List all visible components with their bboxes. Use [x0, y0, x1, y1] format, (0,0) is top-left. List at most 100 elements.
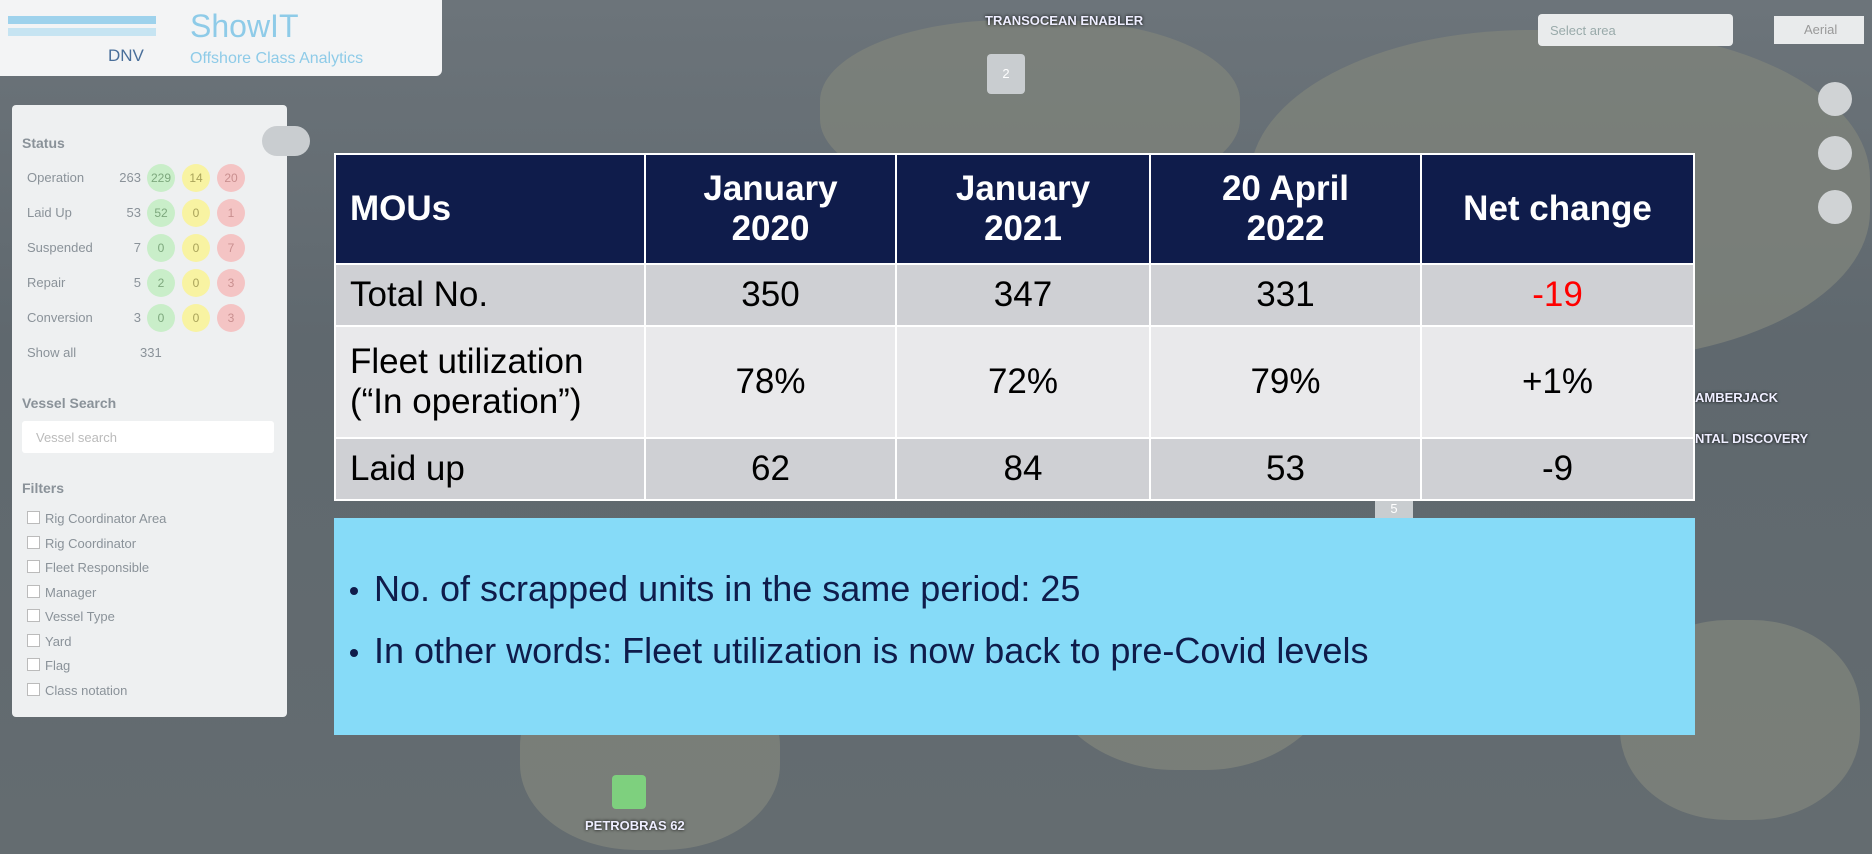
- status-total: 53: [111, 205, 141, 220]
- map-label: TRANSOCEAN ENABLER: [985, 13, 1143, 28]
- zoom-in-button[interactable]: [1818, 136, 1852, 170]
- header-row: MOUs January 2020 January 2021 20 April 202…: [335, 154, 1694, 264]
- status-red-count: 1: [217, 199, 245, 227]
- status-title: Status: [22, 135, 65, 151]
- header-text: January 2020: [681, 169, 861, 249]
- table-cell: 79%: [1150, 326, 1421, 438]
- status-yellow-count: 0: [182, 234, 210, 262]
- bullet-dot: [350, 649, 358, 657]
- bullet-dot: [350, 587, 358, 595]
- map-cluster[interactable]: 2: [987, 54, 1025, 94]
- table-cell: -19: [1421, 264, 1694, 326]
- header-cell: January 2021: [896, 154, 1150, 264]
- status-red-count: 3: [217, 269, 245, 297]
- status-name: Repair: [27, 275, 65, 290]
- status-total: 263: [111, 170, 141, 185]
- status-yellow-count: 0: [182, 304, 210, 332]
- table-cell: +1%: [1421, 326, 1694, 438]
- bullet-text: In other words: Fleet utilization is now…: [374, 630, 1368, 671]
- status-red-count: 20: [217, 164, 245, 192]
- logo-stripe: [8, 28, 156, 36]
- header-text: MOUs: [350, 189, 451, 229]
- status-yellow-count: 0: [182, 199, 210, 227]
- filter-checkbox[interactable]: Class notation: [27, 683, 127, 698]
- header-text: January 2021: [933, 169, 1113, 249]
- status-green-count: 229: [147, 164, 175, 192]
- status-name: Suspended: [27, 240, 93, 255]
- table-cell: 331: [1150, 264, 1421, 326]
- table-cell: 78%: [645, 326, 896, 438]
- table-cell: 62: [645, 438, 896, 500]
- table-cell: -9: [1421, 438, 1694, 500]
- status-total: 3: [111, 310, 141, 325]
- header-cell: Net change: [1421, 154, 1694, 264]
- status-green-count: 0: [147, 304, 175, 332]
- show-all[interactable]: Show all: [27, 345, 76, 360]
- status-green-count: 52: [147, 199, 175, 227]
- filter-checkbox[interactable]: Rig Coordinator: [27, 536, 136, 551]
- header-cell: 20 April 2022: [1150, 154, 1421, 264]
- status-yellow-count: 0: [182, 269, 210, 297]
- table-cell: Laid up: [335, 438, 645, 500]
- status-total: 5: [111, 275, 141, 290]
- zoom-out-button[interactable]: [1818, 190, 1852, 224]
- table-cell: 350: [645, 264, 896, 326]
- app-subtitle: Offshore Class Analytics: [190, 50, 363, 68]
- status-yellow-count: 14: [182, 164, 210, 192]
- status-green-count: 0: [147, 234, 175, 262]
- search-title: Vessel Search: [22, 395, 116, 411]
- bullet-item: No. of scrapped units in the same period…: [350, 568, 1080, 610]
- table-cell: 72%: [896, 326, 1150, 438]
- map-marker[interactable]: [612, 775, 646, 809]
- aerial-toggle[interactable]: Aerial: [1774, 16, 1864, 44]
- bullet-item: In other words: Fleet utilization is now…: [350, 630, 1368, 672]
- status-total: 7: [111, 240, 141, 255]
- status-name: Conversion: [27, 310, 93, 325]
- status-red-count: 3: [217, 304, 245, 332]
- table-cell: Fleet utilization (“In operation”): [335, 326, 645, 438]
- screen: TRANSOCEAN ENABLER AMBERJACK NTAL DISCOV…: [0, 0, 1872, 854]
- brand: DNV: [108, 46, 144, 66]
- filters-title: Filters: [22, 480, 64, 496]
- logo-panel: DNV ShowIT Offshore Class Analytics: [0, 0, 442, 76]
- filter-checkbox[interactable]: Manager: [27, 585, 96, 600]
- header-text: 20 April 2022: [1196, 169, 1376, 249]
- map-label: PETROBRAS 62: [585, 818, 685, 833]
- area-select[interactable]: Select area: [1538, 14, 1733, 46]
- status-red-count: 7: [217, 234, 245, 262]
- table-row: Fleet utilization (“In operation”)78%72%…: [335, 326, 1694, 438]
- locate-button[interactable]: [1818, 82, 1852, 116]
- header-cell: January 2020: [645, 154, 896, 264]
- filter-checkbox[interactable]: Rig Coordinator Area: [27, 511, 166, 526]
- logo-stripe: [8, 16, 156, 24]
- map-label: AMBERJACK: [1695, 390, 1778, 405]
- app-name: ShowIT: [190, 8, 298, 45]
- table-cell: Total No.: [335, 264, 645, 326]
- filter-checkbox[interactable]: Vessel Type: [27, 609, 115, 624]
- header-cell: MOUs: [335, 154, 645, 264]
- filter-checkbox[interactable]: Flag: [27, 658, 70, 673]
- table-cell: 53: [1150, 438, 1421, 500]
- table-cell: 347: [896, 264, 1150, 326]
- status-green-count: 2: [147, 269, 175, 297]
- vessel-search[interactable]: Vessel search: [22, 421, 274, 453]
- table-cell: 84: [896, 438, 1150, 500]
- collapse-toggle[interactable]: [262, 126, 310, 156]
- status-name: Operation: [27, 170, 84, 185]
- bullet-box: No. of scrapped units in the same period…: [334, 518, 1695, 735]
- show-all-count: 331: [140, 345, 162, 360]
- filter-checkbox[interactable]: Yard: [27, 634, 72, 649]
- filter-checkbox[interactable]: Fleet Responsible: [27, 560, 149, 575]
- bullet-text: No. of scrapped units in the same period…: [374, 568, 1080, 609]
- status-name: Laid Up: [27, 205, 72, 220]
- summary-table: MOUs January 2020 January 2021 20 April 202…: [334, 153, 1695, 501]
- map-label: NTAL DISCOVERY: [1695, 431, 1808, 446]
